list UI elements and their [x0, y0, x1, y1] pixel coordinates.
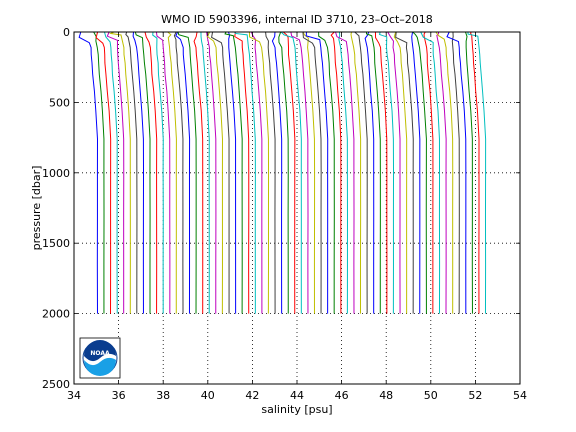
profile-line	[318, 31, 335, 314]
x-tick-label: 42	[245, 389, 259, 402]
x-tick-label: 46	[335, 389, 349, 402]
profile-line	[95, 31, 112, 314]
y-tick-label: 2500	[42, 378, 70, 391]
x-tick-label: 44	[290, 389, 304, 402]
profile-line	[305, 31, 329, 314]
y-tick-label: 1000	[42, 167, 70, 180]
profile-line	[144, 31, 158, 314]
profile-line	[435, 31, 454, 314]
profile-line	[411, 31, 421, 314]
profile-line	[193, 31, 204, 314]
profile-line	[290, 31, 309, 314]
y-tick-label: 500	[49, 96, 70, 109]
y-tick-label: 1500	[42, 237, 70, 250]
axis-ticks	[73, 31, 521, 385]
profile-line	[365, 31, 381, 314]
profile-line	[271, 31, 283, 314]
x-tick-label: 38	[156, 389, 170, 402]
x-tick-label: 36	[112, 389, 126, 402]
profile-line	[200, 31, 210, 314]
profile-line	[224, 31, 243, 314]
profile-line	[234, 31, 256, 314]
profile-line	[109, 31, 131, 314]
profile-line	[302, 31, 316, 314]
profile-line	[470, 31, 480, 314]
chart-title: WMO ID 5903396, internal ID 3710, 23–Oct…	[161, 13, 433, 26]
profile-line	[106, 31, 125, 314]
profile-line	[206, 31, 217, 314]
logo-text: NOAA	[90, 350, 110, 357]
profile-line	[278, 31, 289, 314]
x-axis-label: salinity [psu]	[261, 403, 332, 416]
profile-line	[395, 31, 414, 314]
profile-line	[354, 31, 368, 314]
profile-line	[446, 31, 467, 314]
logo-sky	[84, 340, 116, 362]
profile-line	[338, 31, 348, 314]
y-axis-label: pressure [dbar]	[30, 166, 43, 251]
profile-line	[134, 31, 151, 314]
profile-line	[451, 31, 460, 314]
y-tick-label: 2000	[42, 308, 70, 321]
plot-area: 34 36 38 40 42 44 46 48 50 52 54 0 500 1000 1500 2000 2…	[42, 26, 527, 402]
profile-line	[364, 31, 375, 314]
profile-line	[330, 31, 342, 314]
x-tick-label: 34	[67, 389, 81, 402]
profile-line	[265, 31, 276, 314]
profile-line	[78, 31, 98, 314]
noaa-logo: NOAA	[79, 337, 121, 379]
logo-wave	[84, 357, 116, 376]
profile-line	[374, 31, 388, 314]
profile-line	[350, 31, 362, 314]
profile-line	[387, 31, 401, 314]
profile-line	[420, 31, 441, 314]
profile-line	[93, 31, 105, 314]
profile-lines	[78, 31, 487, 314]
profile-line	[412, 31, 427, 314]
profile-line	[211, 31, 230, 314]
profile-line	[334, 31, 355, 314]
x-tick-label: 40	[201, 389, 215, 402]
profile-line	[103, 31, 118, 314]
profile-line	[465, 31, 473, 314]
profile-line	[155, 31, 171, 314]
profile-line	[378, 31, 395, 314]
x-tick-label: 50	[424, 389, 438, 402]
profile-line	[177, 31, 197, 314]
x-tick-label: 54	[513, 389, 527, 402]
x-tick-label: 48	[379, 389, 393, 402]
x-tick-label: 52	[468, 389, 482, 402]
profile-line	[167, 31, 177, 314]
profile-line	[152, 31, 164, 314]
profile-line	[173, 31, 184, 314]
y-tick-labels: 0 500 1000 1500 2000 2500	[42, 26, 70, 391]
profile-line	[393, 31, 408, 314]
y-tick-label: 0	[63, 26, 70, 39]
profile-line	[228, 31, 237, 314]
profile-line	[436, 31, 447, 314]
profile-line	[250, 31, 263, 314]
profile-line	[125, 31, 138, 314]
profile-line	[248, 31, 270, 314]
profile-line	[234, 31, 250, 314]
profile-line	[282, 31, 296, 314]
profile-line	[280, 31, 302, 314]
profile-line	[175, 31, 191, 314]
profile-line	[302, 31, 322, 314]
profile-line	[132, 31, 145, 314]
x-tick-labels: 34 36 38 40 42 44 46 48 50 52 54	[67, 389, 527, 402]
profile-line	[206, 31, 223, 314]
profile-line	[467, 31, 487, 314]
